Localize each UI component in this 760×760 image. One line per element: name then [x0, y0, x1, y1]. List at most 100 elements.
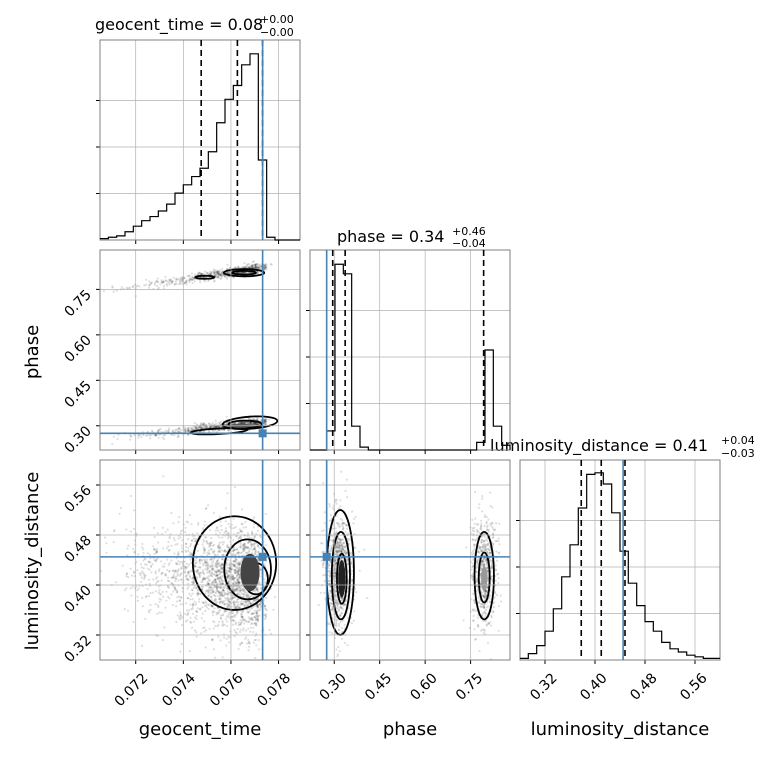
scatter-lumdist-geocent-point-1715: [207, 604, 210, 607]
scatter-lumdist-geocent-point-1922: [228, 563, 231, 567]
scatter-lumdist-geocent-point-95: [227, 635, 230, 638]
scatter-phase-geocent-point-451: [157, 281, 160, 284]
scatter-lumdist-geocent-point-1267: [236, 567, 239, 571]
scatter-lumdist-phase-point-1206: [481, 495, 484, 498]
scatter-lumdist-geocent-point-1271: [234, 621, 237, 624]
scatter-lumdist-geocent-point-685: [235, 566, 238, 570]
scatter-phase-geocent-point-599: [209, 272, 212, 276]
scatter-phase-geocent-point-547: [133, 434, 136, 437]
scatter-phase-geocent-point-1256: [208, 270, 211, 273]
scatter-lumdist-geocent-point-671: [194, 586, 197, 590]
scatter-lumdist-geocent-point-1180: [211, 568, 214, 571]
scatter-lumdist-geocent-point-820: [104, 536, 107, 539]
scatter-lumdist-geocent-point-1023: [193, 584, 197, 588]
scatter-lumdist-geocent-point-613: [264, 613, 267, 616]
scatter-lumdist-geocent-point-643: [189, 562, 192, 565]
scatter-phase-geocent-point-1167: [215, 425, 218, 428]
scatter-lumdist-geocent-point-298: [150, 565, 153, 569]
scatter-lumdist-geocent-point-291: [246, 541, 250, 545]
scatter-lumdist-geocent-point-489: [232, 563, 235, 566]
scatter-phase-geocent-point-1093: [234, 266, 237, 269]
scatter-lumdist-geocent-point-546: [197, 600, 201, 603]
scatter-lumdist-geocent-point-1572: [203, 577, 206, 580]
scatter-lumdist-geocent-point-1906: [177, 573, 180, 577]
scatter-lumdist-geocent-point-1826: [254, 616, 257, 620]
scatter-phase-geocent-point-763: [196, 272, 199, 275]
scatter-lumdist-geocent-point-230: [232, 585, 235, 588]
scatter-lumdist-geocent-point-159: [236, 578, 239, 581]
scatter-lumdist-geocent-point-1751: [126, 609, 130, 612]
scatter-lumdist-geocent-point-1378: [255, 644, 258, 647]
scatter-lumdist-geocent-point-644: [192, 581, 196, 585]
scatter-phase-geocent-point-247: [157, 436, 160, 439]
scatter-lumdist-geocent-point-458: [242, 549, 245, 552]
scatter-phase-geocent-point-1352: [160, 430, 163, 433]
scatter-phase-geocent-point-1072: [188, 430, 191, 433]
scatter-lumdist-geocent-point-954: [198, 574, 201, 577]
scatter-lumdist-geocent-point-32: [218, 573, 221, 576]
scatter-lumdist-geocent-point-1321: [242, 593, 245, 596]
scatter-lumdist-geocent-point-1992: [244, 619, 247, 623]
scatter-phase-geocent-point-800: [239, 421, 243, 424]
scatter-lumdist-geocent-point-393: [195, 610, 198, 613]
title-phase: phase = 0.34 +0.46 −0.04: [337, 225, 486, 250]
scatter-lumdist-geocent-point-2052: [243, 591, 246, 594]
scatter-lumdist-phase-point-1157: [474, 637, 478, 641]
scatter-phase-geocent-point-332: [243, 262, 246, 265]
scatter-lumdist-geocent-point-1729: [190, 539, 193, 542]
scatter-lumdist-geocent-point-1205: [201, 612, 204, 615]
scatter-lumdist-geocent-point-1825: [173, 539, 176, 542]
scatter-lumdist-geocent-point-1011: [233, 570, 236, 574]
scatter-lumdist-geocent-point-378: [221, 557, 224, 560]
scatter-lumdist-geocent-point-1699: [213, 610, 216, 614]
scatter-lumdist-geocent-point-1539: [177, 521, 180, 524]
scatter-lumdist-geocent-point-164: [211, 563, 214, 567]
scatter-lumdist-phase-point-1136: [497, 572, 500, 575]
scatter-lumdist-geocent-point-320: [187, 546, 190, 550]
scatter-lumdist-geocent-point-1278: [168, 562, 171, 565]
scatter-lumdist-geocent-point-1346: [243, 603, 246, 607]
scatter-lumdist-geocent-point-314: [196, 570, 199, 573]
scatter-lumdist-geocent-point-2017: [132, 527, 136, 530]
scatter-lumdist-geocent-point-2184: [233, 572, 237, 575]
scatter-phase-geocent-point-967: [264, 265, 267, 268]
scatter-lumdist-geocent-point-1473: [260, 605, 263, 608]
scatter-lumdist-geocent-point-731: [235, 582, 238, 585]
scatter-lumdist-geocent-point-228: [164, 574, 167, 577]
scatter-lumdist-geocent-point-907: [196, 532, 199, 535]
scatter-lumdist-geocent-point-40: [213, 549, 216, 553]
scatter-lumdist-geocent-point-1133: [258, 614, 261, 617]
scatter-lumdist-geocent-point-1457: [214, 597, 217, 601]
scatter-lumdist-phase-point-80: [321, 584, 324, 587]
scatter-lumdist-geocent-point-1787: [205, 540, 208, 543]
scatter-lumdist-geocent-point-2062: [256, 604, 259, 607]
scatter-lumdist-geocent-point-541: [192, 603, 195, 606]
scatter-lumdist-geocent-point-271: [236, 579, 239, 582]
scatter-lumdist-geocent-point-288: [247, 541, 250, 544]
scatter-lumdist-geocent-point-783: [228, 612, 231, 615]
scatter-lumdist-geocent-point-1105: [247, 599, 250, 603]
scatter-lumdist-geocent-point-68: [259, 567, 262, 570]
scatter-lumdist-geocent-point-1515: [196, 592, 199, 596]
scatter-lumdist-geocent-point-902: [208, 586, 211, 589]
scatter-lumdist-geocent-point-1843: [231, 585, 235, 588]
scatter-lumdist-geocent-point-772: [243, 604, 246, 607]
scatter-lumdist-geocent-point-1306: [247, 594, 250, 597]
scatter-lumdist-geocent-point-189: [200, 617, 203, 620]
scatter-lumdist-geocent-point-161: [240, 560, 243, 563]
scatter-lumdist-geocent-point-1532: [220, 590, 223, 593]
scatter-lumdist-geocent-point-1092: [256, 605, 259, 608]
scatter-lumdist-geocent-point-1261: [248, 642, 251, 645]
scatter-lumdist-geocent-point-482: [220, 571, 223, 574]
scatter-lumdist-geocent-point-1191: [227, 616, 230, 619]
scatter-phase-geocent-point-1196: [256, 263, 259, 266]
scatter-phase-geocent-point-281: [217, 273, 220, 276]
scatter-lumdist-geocent-point-412: [231, 577, 234, 580]
scatter-lumdist-geocent-point-1814: [185, 620, 188, 623]
scatter-lumdist-geocent-point-1831: [234, 548, 237, 552]
scatter-lumdist-geocent-point-863: [218, 576, 221, 579]
scatter-phase-geocent-point-576: [185, 279, 188, 282]
scatter-lumdist-geocent-point-971: [203, 548, 206, 552]
scatter-lumdist-phase-point-885: [489, 524, 492, 527]
scatter-lumdist-phase-point-1174: [477, 523, 480, 526]
